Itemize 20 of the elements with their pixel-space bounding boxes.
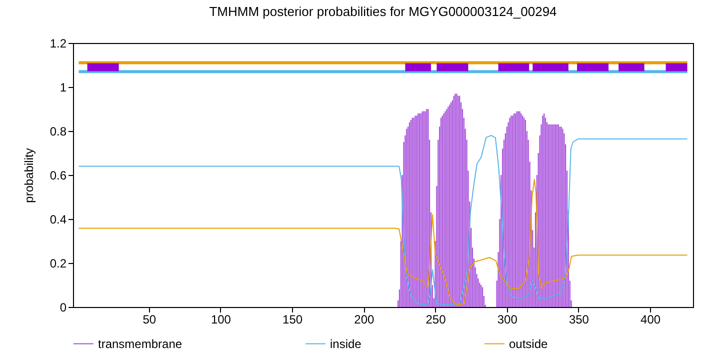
x-tick-label: 350 — [568, 312, 590, 326]
y-tick-label: 0.8 — [50, 124, 67, 138]
x-tick-label: 400 — [640, 312, 661, 326]
legend-label: inside — [330, 336, 362, 351]
chart-title: TMHMM posterior probabilities for MGYG000003124_00294 — [209, 4, 557, 19]
x-tick-label: 300 — [497, 312, 518, 326]
x-tick-label: 250 — [426, 312, 446, 326]
y-tick-label: 0.4 — [50, 212, 67, 226]
x-tick-label: 50 — [142, 312, 156, 326]
y-tick-label: 0 — [60, 300, 67, 314]
x-tick-label: 100 — [210, 312, 232, 326]
y-axis-title: probability — [22, 148, 36, 203]
y-tick-label: 1 — [60, 80, 67, 94]
x-tick-label: 200 — [354, 312, 374, 326]
y-tick-label: 0.2 — [50, 256, 67, 270]
y-tick-label: 1.2 — [50, 36, 67, 50]
y-tick-label: 0.6 — [50, 168, 67, 182]
legend-label: outside — [509, 336, 548, 351]
x-tick-label: 150 — [282, 312, 303, 326]
legend-label: transmembrane — [98, 336, 182, 351]
